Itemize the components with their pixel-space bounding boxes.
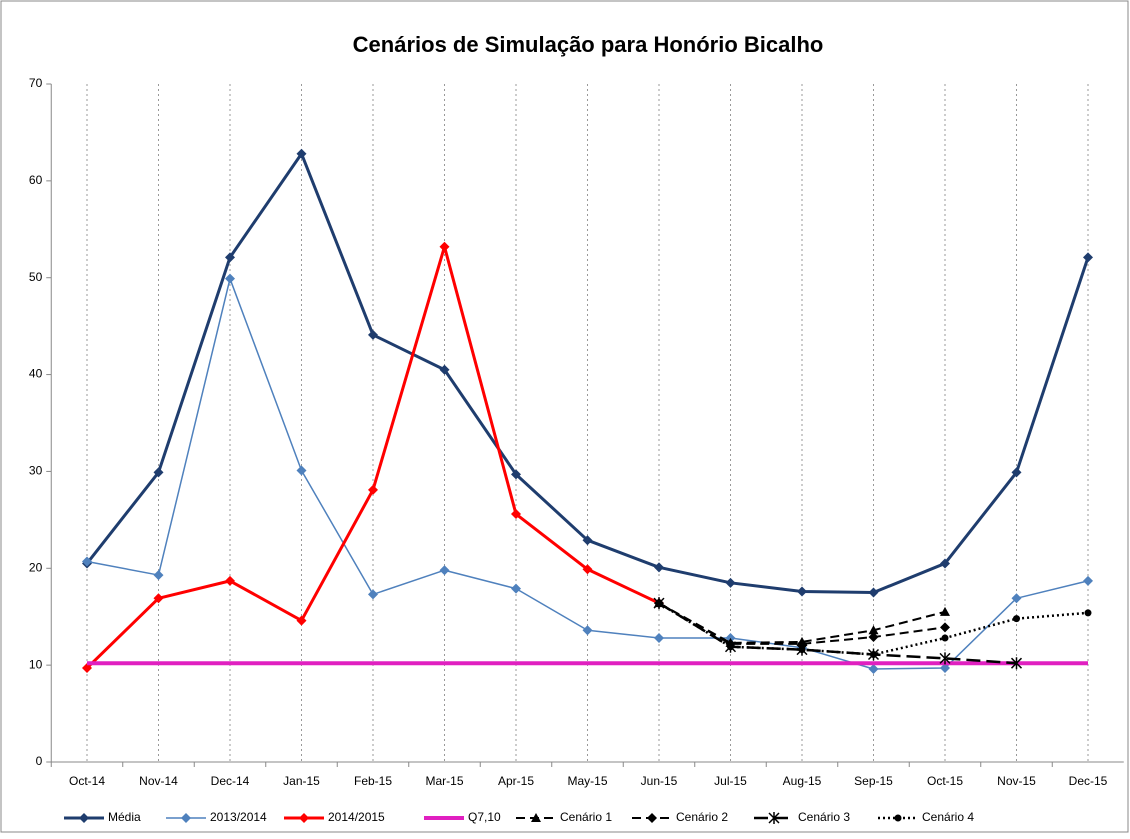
marker (940, 558, 950, 569)
legend-item: Cenário 4 (878, 810, 974, 824)
y-tick-label: 30 (29, 464, 43, 478)
marker (225, 252, 235, 263)
x-tick-label: Nov-14 (139, 774, 178, 788)
x-tick-label: Nov-15 (997, 774, 1036, 788)
marker (299, 813, 309, 823)
x-tick-label: Mar-15 (425, 774, 463, 788)
marker (655, 599, 663, 607)
marker (511, 583, 521, 594)
marker (1084, 609, 1092, 617)
marker (1010, 657, 1023, 670)
x-tick-label: Apr-15 (498, 774, 534, 788)
x-tick-label: Oct-14 (69, 774, 105, 788)
legend-item: 2013/2014 (166, 810, 267, 824)
x-tick-label: Aug-15 (783, 774, 822, 788)
marker (894, 814, 902, 822)
y-tick-label: 60 (29, 173, 43, 187)
x-tick-label: Sep-15 (854, 774, 893, 788)
marker (531, 813, 541, 822)
marker (798, 646, 806, 654)
marker (368, 484, 378, 495)
x-tick-label: Dec-14 (211, 774, 250, 788)
marker (941, 634, 949, 642)
marker (82, 556, 92, 567)
marker (868, 587, 879, 598)
x-tick-label: Jun-15 (641, 774, 678, 788)
marker (868, 664, 879, 675)
marker (940, 622, 950, 633)
marker (79, 813, 89, 823)
marker (868, 625, 879, 635)
x-tick-label: Oct-15 (927, 774, 963, 788)
marker (153, 467, 164, 478)
marker (181, 813, 191, 823)
marker (1011, 467, 1022, 478)
legend-label: Cenário 1 (560, 810, 612, 824)
legend-item: Cenário 1 (516, 810, 612, 824)
y-tick-label: 40 (29, 367, 43, 381)
y-tick-label: 0 (36, 754, 43, 768)
marker (1083, 252, 1093, 263)
legend-item: 2014/2015 (284, 810, 385, 824)
marker (940, 606, 950, 616)
marker (1013, 615, 1020, 623)
y-tick-label: 50 (29, 270, 43, 284)
marker (1083, 575, 1093, 586)
marker (727, 643, 734, 651)
marker (654, 562, 664, 573)
legend-label: Cenário 4 (922, 810, 974, 824)
legend-label: 2014/2015 (328, 810, 385, 824)
x-tick-label: Jan-15 (283, 774, 320, 788)
y-tick-label: 20 (29, 560, 43, 574)
marker (725, 577, 736, 588)
legend-item: Cenário 3 (754, 810, 850, 824)
legend-item: Média (64, 810, 141, 824)
marker (82, 663, 92, 674)
legend-label: Média (108, 810, 141, 824)
marker (868, 632, 879, 643)
legend-label: Q7,10 (468, 810, 501, 824)
marker (939, 652, 951, 665)
y-tick-label: 70 (29, 76, 43, 90)
marker (296, 465, 307, 476)
y-tick-label: 10 (29, 657, 43, 671)
marker (654, 633, 664, 644)
marker (153, 570, 164, 581)
marker (368, 329, 378, 340)
chart-title: Cenários de Simulação para Honório Bical… (353, 32, 824, 57)
marker (940, 663, 950, 674)
legend-label: Cenário 2 (676, 810, 728, 824)
legend-label: Cenário 3 (798, 810, 850, 824)
marker (511, 509, 521, 520)
marker (797, 586, 807, 597)
legend-item: Q7,10 (424, 810, 501, 824)
x-tick-label: Dec-15 (1069, 774, 1108, 788)
marker (153, 593, 164, 604)
marker (582, 564, 593, 575)
legend-item: Cenário 2 (632, 810, 728, 824)
x-tick-label: Jul-15 (714, 774, 747, 788)
marker (296, 148, 307, 159)
marker (511, 469, 521, 480)
marker (296, 615, 307, 626)
marker (647, 813, 657, 823)
marker (225, 575, 235, 586)
x-tick-label: May-15 (567, 774, 607, 788)
marker (768, 812, 780, 824)
marker (582, 535, 593, 546)
marker (439, 364, 450, 375)
marker (439, 241, 450, 252)
marker (225, 273, 235, 284)
legend-label: 2013/2014 (210, 810, 267, 824)
marker (1011, 593, 1022, 604)
x-tick-label: Feb-15 (354, 774, 392, 788)
marker (582, 625, 593, 636)
marker (439, 565, 450, 576)
marker (368, 589, 378, 600)
marker (870, 650, 877, 658)
